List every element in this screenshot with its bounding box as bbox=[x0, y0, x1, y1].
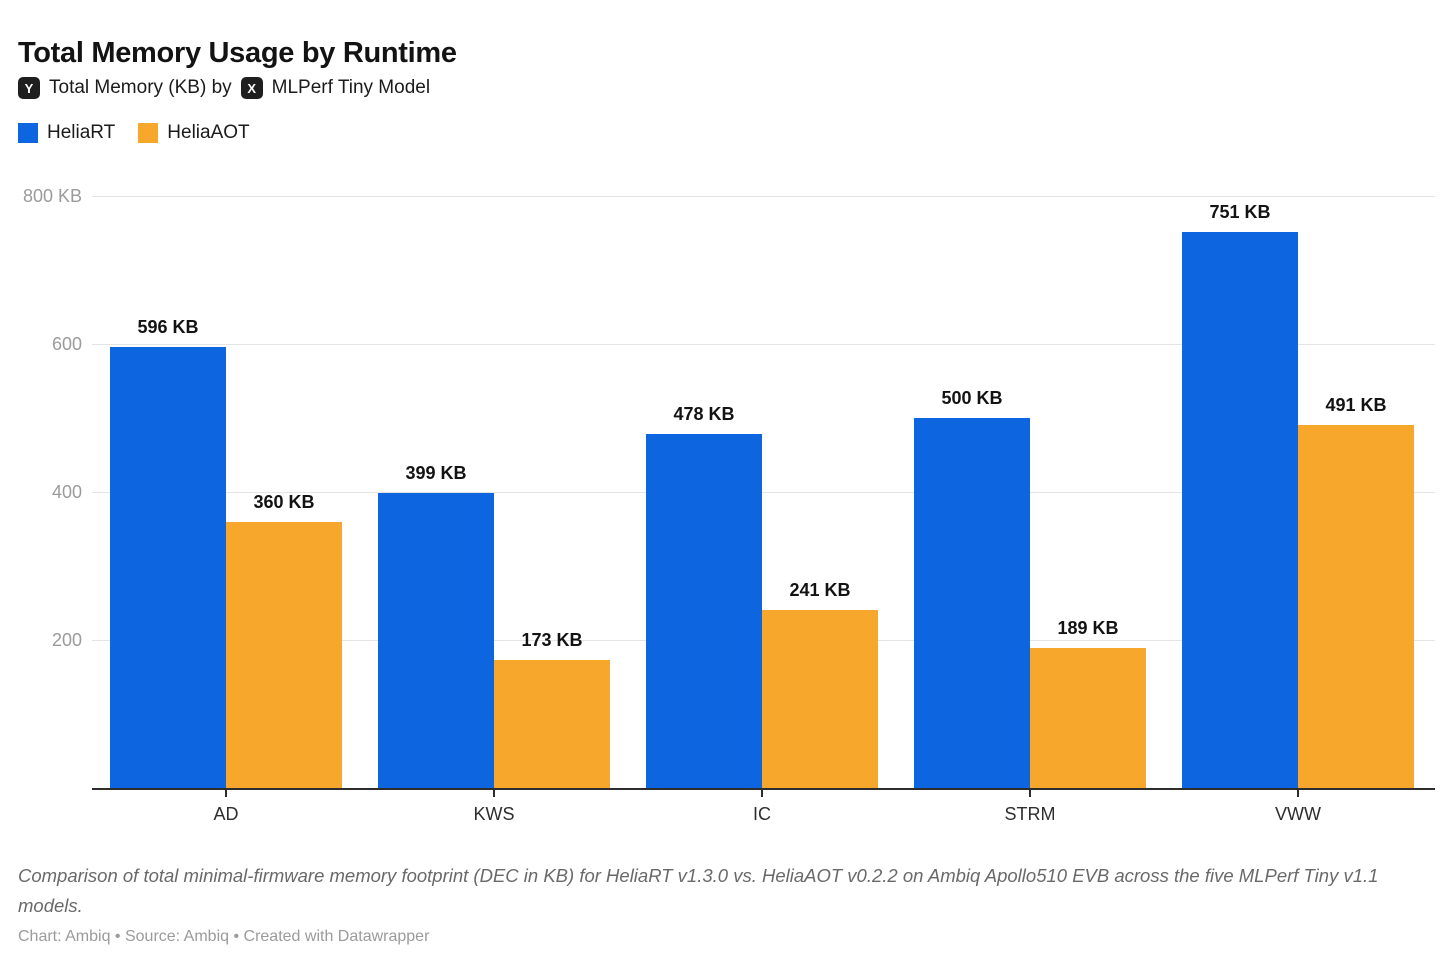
chart-attribution: Chart: Ambiq • Source: Ambiq • Created w… bbox=[18, 928, 430, 945]
y-tick-label: 600 bbox=[51, 334, 82, 354]
bar-group: 500 KB 189 KB bbox=[914, 196, 1146, 788]
x-axis-tick bbox=[493, 790, 495, 797]
x-category-label: STRM bbox=[1004, 804, 1056, 824]
bar-heliaaot bbox=[1298, 424, 1414, 788]
bar-value-label: 491 KB bbox=[1325, 394, 1387, 415]
bar-group: 399 KB 173 KB bbox=[378, 196, 610, 788]
x-axis-tick bbox=[1297, 790, 1299, 797]
bar-heliart bbox=[914, 418, 1030, 788]
chart-description: Comparison of total minimal-firmware mem… bbox=[18, 865, 1379, 916]
bar-heliaaot bbox=[494, 659, 610, 788]
bar-value-label: 500 KB bbox=[941, 388, 1003, 408]
bar-value-label: 751 KB bbox=[1209, 202, 1271, 223]
bar-heliart bbox=[378, 492, 494, 788]
gridline bbox=[92, 344, 1435, 345]
y-tick-label: 200 bbox=[51, 630, 82, 650]
chart-title: Total Memory Usage by Runtime bbox=[18, 37, 457, 70]
subtitle-x-text: MLPerf Tiny Model bbox=[271, 77, 431, 98]
bar-heliaaot bbox=[226, 521, 342, 788]
x-axis-tick bbox=[1029, 790, 1031, 797]
legend-label: HeliaRT bbox=[47, 122, 116, 143]
legend-item-heliart: HeliaRT bbox=[18, 122, 115, 144]
chart-notes: Comparison of total minimal-firmware mem… bbox=[18, 861, 1432, 946]
x-axis-tick bbox=[761, 790, 763, 797]
bar-group: 478 KB 241 KB bbox=[646, 196, 878, 788]
bar-value-label: 360 KB bbox=[253, 491, 315, 512]
chart-subtitle: Y Total Memory (KB) by X MLPerf Tiny Mod… bbox=[18, 77, 430, 99]
y-tick-label: 400 bbox=[51, 482, 82, 502]
gridline bbox=[92, 492, 1435, 493]
x-axis-tick bbox=[225, 790, 227, 797]
bar-heliart bbox=[110, 346, 226, 788]
x-category-label: VWW bbox=[1275, 804, 1321, 824]
bar-value-label: 173 KB bbox=[521, 629, 583, 650]
bar-value-label: 399 KB bbox=[405, 462, 467, 483]
x-category-label: KWS bbox=[473, 804, 515, 824]
legend-swatch-blue bbox=[18, 123, 38, 143]
legend-label: HeliaAOT bbox=[167, 122, 250, 143]
legend: HeliaRT HeliaAOT bbox=[18, 122, 250, 144]
bar-group: 596 KB 360 KB bbox=[110, 196, 342, 788]
y-axis: 800 KB 600 400 200 bbox=[0, 186, 82, 788]
x-axis: AD KWS IC STRM VWW bbox=[92, 790, 1435, 836]
gridline bbox=[92, 196, 1435, 197]
legend-item-heliaaot: HeliaAOT bbox=[138, 122, 250, 144]
bar-value-label: 241 KB bbox=[789, 579, 851, 600]
x-category-label: AD bbox=[213, 804, 239, 824]
bar-group: 751 KB 491 KB bbox=[1182, 196, 1414, 788]
bar-heliart bbox=[646, 434, 762, 788]
plot-area: 596 KB 360 KB 399 KB 173 KB 478 KB 241 KB 500 … bbox=[92, 196, 1435, 790]
y-tick-label: 800 KB bbox=[22, 186, 82, 206]
x-category-label: IC bbox=[753, 804, 771, 824]
bar-value-label: 478 KB bbox=[673, 404, 735, 425]
bar-value-label: 189 KB bbox=[1057, 618, 1119, 639]
x-axis-badge: X bbox=[240, 77, 263, 99]
subtitle-y-text: Total Memory (KB) by bbox=[49, 77, 232, 98]
bar-heliaaot bbox=[1030, 648, 1146, 788]
bar-heliaaot bbox=[762, 609, 878, 788]
y-axis-badge: Y bbox=[18, 77, 40, 99]
legend-swatch-orange bbox=[138, 123, 159, 143]
bar-heliart bbox=[1182, 232, 1298, 788]
bar-value-label: 596 KB bbox=[137, 316, 199, 337]
